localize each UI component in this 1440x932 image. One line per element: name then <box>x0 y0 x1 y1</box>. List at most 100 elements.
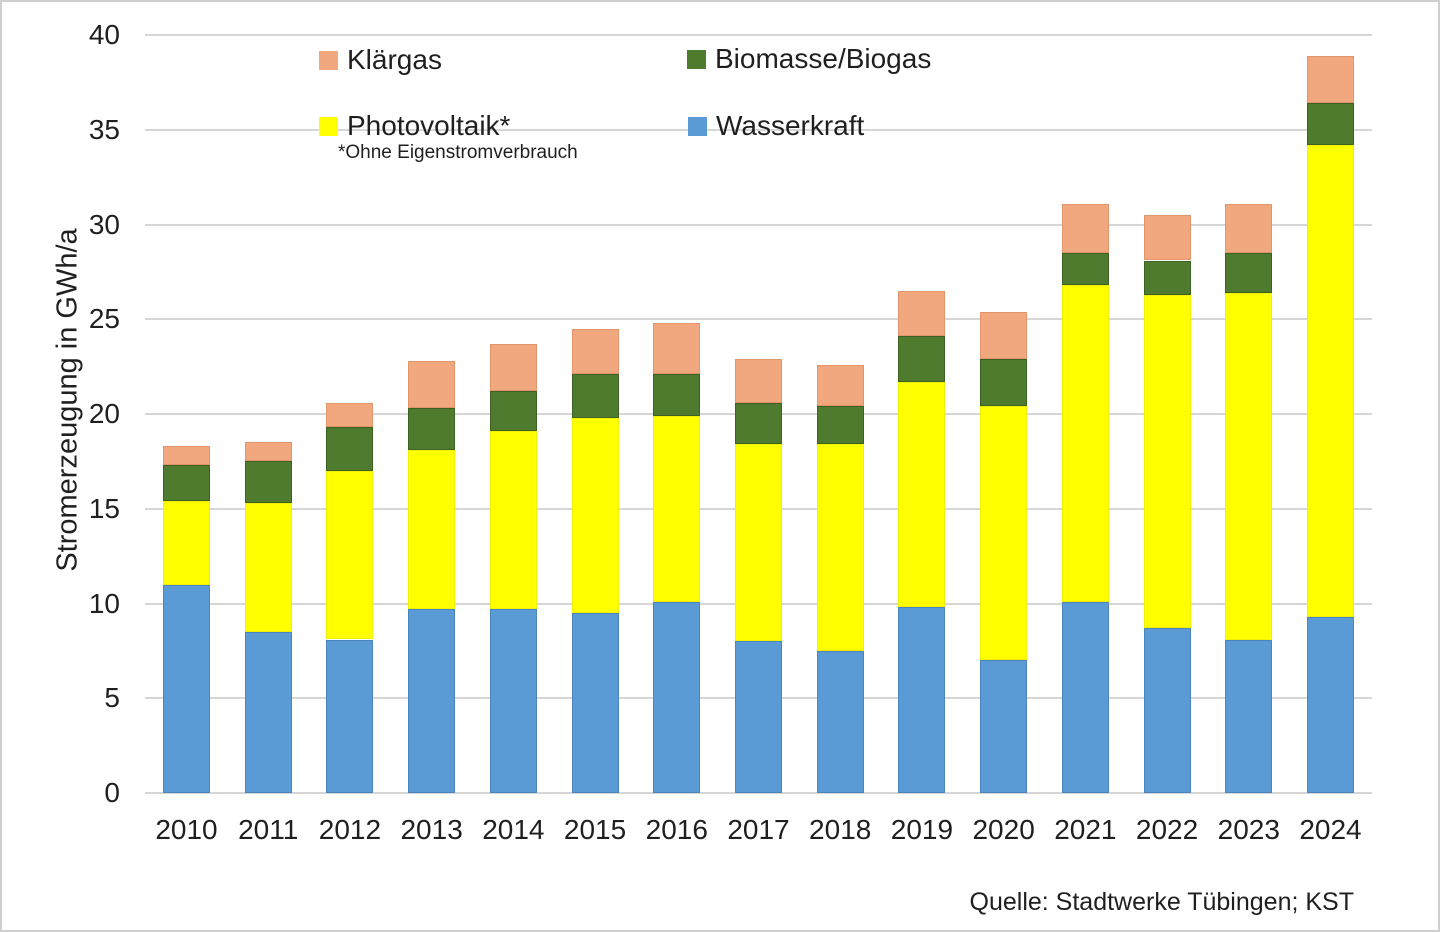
x-tick-label-2011: 2011 <box>238 814 299 845</box>
bar-segment-wasserkraft-2022 <box>1143 628 1191 793</box>
bar-segment-biomassebiogas-2011 <box>244 461 292 504</box>
bar-segment-wasserkraft-2012 <box>326 639 374 793</box>
bar-segment-wasserkraft-2020 <box>980 660 1028 793</box>
bar-segment-klrgas-2017 <box>735 359 782 403</box>
bar-segment-wasserkraft-2014 <box>489 609 537 793</box>
bar-segment-biomassebiogas-2024 <box>1307 103 1354 145</box>
bar-segment-klrgas-2023 <box>1225 203 1273 253</box>
bar-segment-biomassebiogas-2020 <box>980 359 1028 407</box>
bar-segment-wasserkraft-2024 <box>1307 616 1354 793</box>
bar-segment-klrgas-2010 <box>163 446 210 466</box>
legend-label-wasserkraft: Wasserkraft <box>716 110 865 141</box>
x-tick-label-2023: 2023 <box>1217 814 1280 845</box>
bar-segment-klrgas-2015 <box>571 328 619 375</box>
y-tick-label-35: 35 <box>88 113 120 145</box>
gridline-y-25 <box>145 318 1372 321</box>
y-tick-label-30: 30 <box>88 208 120 240</box>
bar-segment-wasserkraft-2010 <box>163 584 210 793</box>
bar-segment-klrgas-2014 <box>489 343 537 392</box>
legend-swatch-biomassebiogas <box>687 49 706 69</box>
y-tick-label-40: 40 <box>88 19 120 50</box>
bar-segment-photovoltaik-2010 <box>163 501 210 585</box>
bar-segment-klrgas-2019 <box>898 290 946 337</box>
bar-segment-biomassebiogas-2017 <box>735 402 782 445</box>
legend-label-photovoltaik: Photovoltaik* <box>347 110 511 141</box>
bar-segment-klrgas-2016 <box>653 323 701 375</box>
bar-segment-biomassebiogas-2010 <box>163 465 210 502</box>
legend-label-klrgas: Klärgas <box>347 44 442 75</box>
bar-segment-biomassebiogas-2023 <box>1225 252 1273 293</box>
bar-segment-photovoltaik-2017 <box>735 444 782 642</box>
bar-segment-wasserkraft-2016 <box>653 601 701 793</box>
bar-segment-photovoltaik-2024 <box>1307 144 1354 617</box>
bar-segment-klrgas-2022 <box>1143 215 1191 261</box>
bar-segment-photovoltaik-2012 <box>326 470 374 640</box>
legend-item-photovoltaik: Photovoltaik* <box>319 112 510 140</box>
bar-segment-wasserkraft-2018 <box>816 650 864 793</box>
bar-segment-klrgas-2013 <box>408 360 456 409</box>
bar-segment-photovoltaik-2019 <box>898 381 946 608</box>
y-tick-label-20: 20 <box>88 398 120 429</box>
y-tick-label-15: 15 <box>88 492 120 524</box>
bar-segment-photovoltaik-2015 <box>571 417 619 613</box>
bar-segment-wasserkraft-2015 <box>571 612 619 793</box>
bar-segment-photovoltaik-2023 <box>1225 292 1273 640</box>
bar-segment-biomassebiogas-2022 <box>1143 260 1191 295</box>
bar-segment-wasserkraft-2017 <box>735 641 782 793</box>
bar-segment-klrgas-2011 <box>244 442 292 462</box>
x-tick-label-2022: 2022 <box>1135 814 1199 845</box>
legend-footnote: *Ohne Eigenstromverbrauch <box>338 142 578 163</box>
bar-segment-klrgas-2020 <box>980 311 1028 360</box>
y-tick-label-25: 25 <box>88 303 120 335</box>
bar-segment-photovoltaik-2018 <box>816 444 864 651</box>
legend-item-klrgas: Klärgas <box>319 46 442 74</box>
x-tick-label-2019: 2019 <box>890 814 954 845</box>
bar-segment-photovoltaik-2016 <box>653 415 701 602</box>
bar-segment-biomassebiogas-2012 <box>326 427 374 471</box>
legend-item-biomassebiogas: Biomasse/Biogas <box>687 45 931 73</box>
x-tick-label-2012: 2012 <box>318 814 382 845</box>
legend-item-wasserkraft: Wasserkraft <box>688 112 864 140</box>
bar-segment-biomassebiogas-2016 <box>653 374 701 416</box>
gridline-y-0 <box>145 792 1372 794</box>
x-tick-label-2018: 2018 <box>809 814 872 845</box>
bar-segment-photovoltaik-2022 <box>1143 294 1191 629</box>
bar-segment-biomassebiogas-2019 <box>898 336 946 382</box>
legend-swatch-wasserkraft <box>688 116 707 136</box>
bar-segment-biomassebiogas-2013 <box>408 408 456 450</box>
legend-swatch-klrgas <box>319 50 338 70</box>
x-tick-label-2024: 2024 <box>1299 814 1362 845</box>
legend-label-biomassebiogas: Biomasse/Biogas <box>715 43 932 74</box>
y-tick-label-10: 10 <box>88 587 120 619</box>
bar-segment-wasserkraft-2021 <box>1061 601 1109 793</box>
bar-segment-biomassebiogas-2021 <box>1061 252 1109 286</box>
bar-segment-wasserkraft-2019 <box>898 607 946 793</box>
x-tick-label-2017: 2017 <box>727 814 790 845</box>
bar-segment-photovoltaik-2021 <box>1061 285 1109 602</box>
bar-segment-wasserkraft-2011 <box>244 631 292 793</box>
bar-segment-wasserkraft-2023 <box>1225 639 1273 793</box>
bar-segment-photovoltaik-2013 <box>408 450 456 610</box>
bar-segment-biomassebiogas-2014 <box>489 391 537 432</box>
y-tick-label-5: 5 <box>104 682 120 714</box>
bar-segment-klrgas-2024 <box>1307 55 1354 104</box>
source-attribution: Quelle: Stadtwerke Tübingen; KST <box>969 888 1354 916</box>
x-tick-label-2015: 2015 <box>563 814 627 845</box>
gridline-y-35 <box>145 128 1372 131</box>
bar-segment-photovoltaik-2011 <box>244 503 292 632</box>
gridline-y-40 <box>145 34 1372 36</box>
bar-segment-wasserkraft-2013 <box>408 609 456 793</box>
gridline-y-30 <box>145 223 1372 226</box>
bar-segment-klrgas-2012 <box>326 402 374 428</box>
x-tick-label-2021: 2021 <box>1054 814 1117 845</box>
x-tick-label-2010: 2010 <box>155 814 218 845</box>
bar-segment-klrgas-2018 <box>816 364 864 407</box>
legend-swatch-photovoltaik <box>319 116 338 136</box>
x-tick-label-2016: 2016 <box>645 814 708 845</box>
x-tick-label-2020: 2020 <box>972 814 1035 845</box>
bar-segment-photovoltaik-2014 <box>489 431 537 610</box>
bar-segment-biomassebiogas-2015 <box>571 374 619 418</box>
bar-segment-photovoltaik-2020 <box>980 406 1028 661</box>
